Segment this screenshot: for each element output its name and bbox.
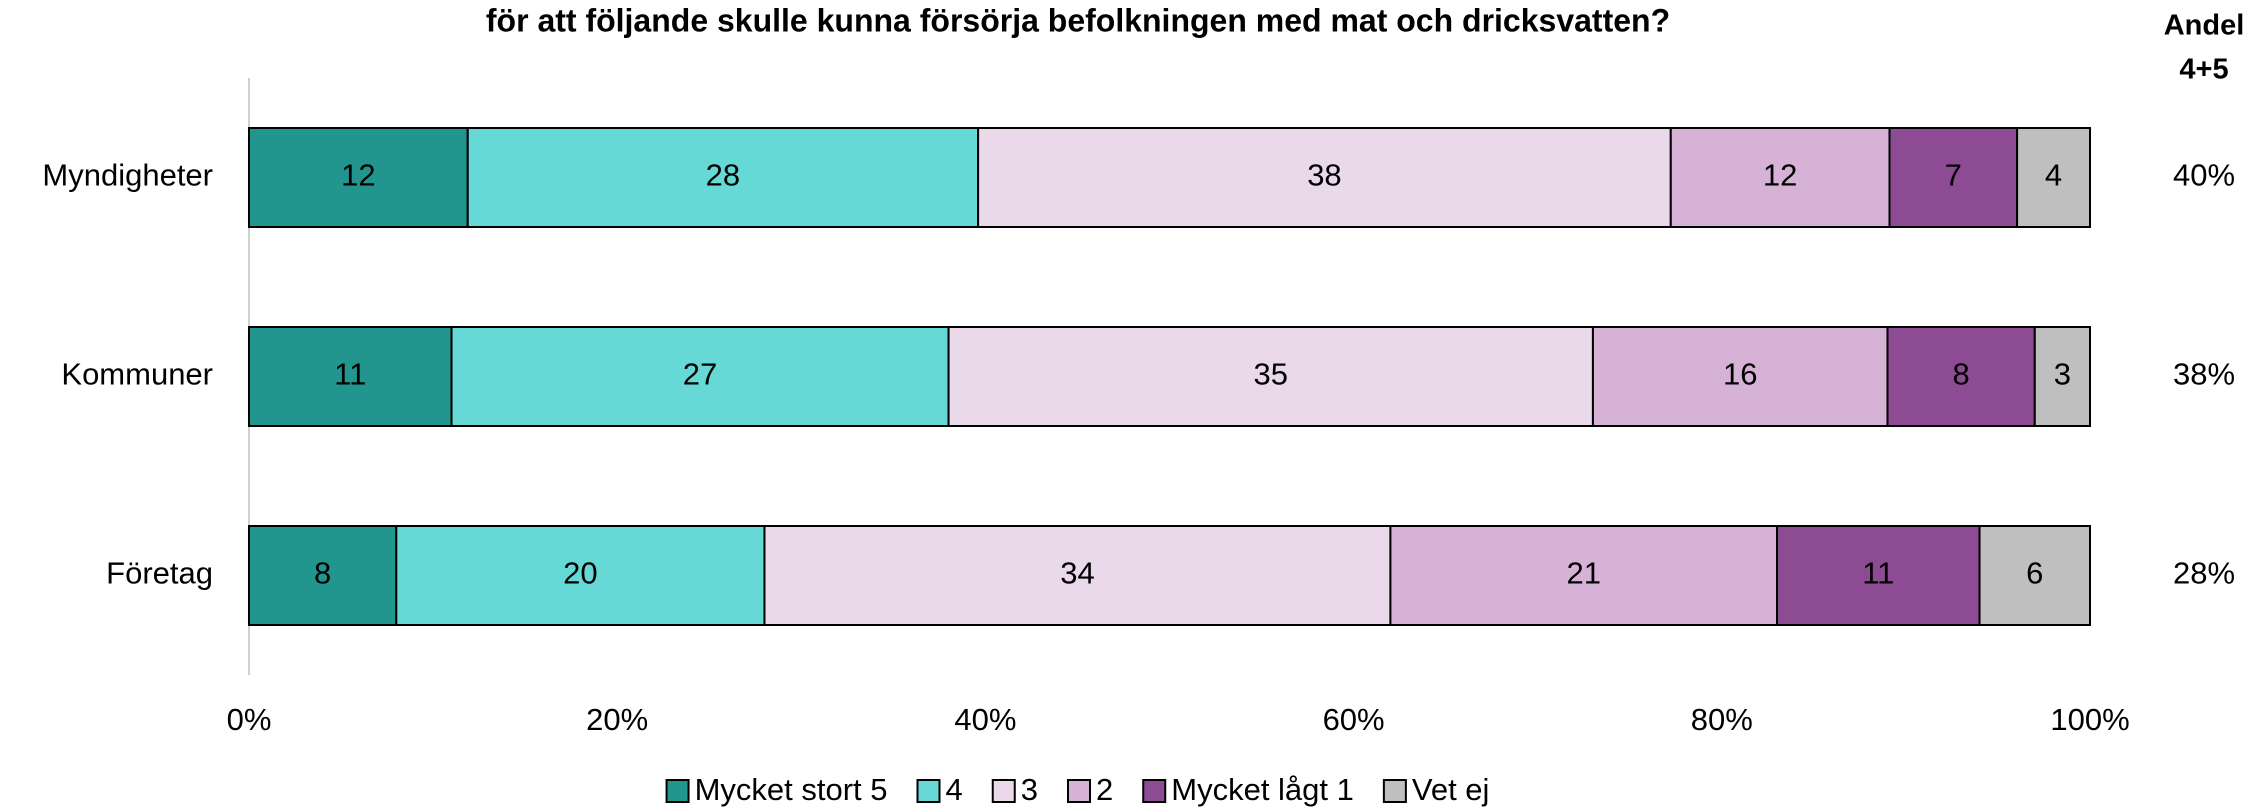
data-label: 38: [1307, 158, 1341, 193]
legend-label: 2: [1096, 772, 1113, 807]
data-label: 8: [314, 556, 331, 591]
share-label: 40%: [2173, 158, 2235, 193]
legend-swatch: [1067, 779, 1091, 803]
bar-segment: [2033, 326, 2092, 427]
data-label: 35: [1254, 357, 1288, 392]
bar-segment: [395, 525, 766, 626]
legend-label: 4: [946, 772, 963, 807]
data-label: 28: [706, 158, 740, 193]
x-tick-label: 100%: [2050, 702, 2129, 737]
bar-segment: [763, 525, 1392, 626]
bar-segment: [1591, 326, 1889, 427]
legend-swatch: [991, 779, 1016, 803]
bar-segment: [1978, 525, 2092, 626]
bar-segment: [1389, 525, 1779, 626]
share-header: 4+5: [2179, 54, 2228, 86]
bar-segment: [450, 326, 950, 427]
x-tick-label: 20%: [586, 702, 648, 737]
data-label: 12: [341, 158, 375, 193]
data-label: 16: [1723, 357, 1757, 392]
category-label: Företag: [106, 556, 213, 591]
legend-swatch: [1382, 779, 1407, 803]
legend: Mycket stort 5 4 3 2 Mycket lågt 1 Vet ej: [665, 772, 1490, 807]
x-tick-label: 60%: [1323, 702, 1385, 737]
data-label: 7: [1945, 158, 1962, 193]
legend-label: Mycket stort 5: [695, 772, 888, 807]
x-tick-label: 80%: [1691, 702, 1753, 737]
data-label: 21: [1566, 556, 1600, 591]
data-label: 6: [2026, 556, 2043, 591]
data-label: 12: [1763, 158, 1797, 193]
share-label: 38%: [2173, 357, 2235, 392]
legend-swatch: [916, 779, 941, 803]
x-tick-label: 40%: [954, 702, 1016, 737]
data-label: 27: [683, 357, 717, 392]
data-label: 20: [563, 556, 597, 591]
bar-segment: [248, 525, 398, 626]
legend-swatch: [1142, 779, 1167, 803]
category-label: Myndigheter: [42, 158, 213, 193]
category-label: Kommuner: [61, 357, 213, 392]
data-label: 4: [2045, 158, 2062, 193]
data-label: 3: [2054, 357, 2071, 392]
legend-swatch: [665, 779, 690, 803]
bar-segment: [1886, 326, 2036, 427]
share-label: 28%: [2173, 556, 2235, 591]
legend-label: Mycket lågt 1: [1171, 772, 1354, 807]
data-label: 8: [1953, 357, 1970, 392]
legend-label: Vet ej: [1412, 772, 1490, 807]
bar-segment: [977, 127, 1672, 228]
data-label: 11: [1862, 556, 1894, 591]
bar-segment: [2016, 127, 2091, 228]
legend-label: 3: [1021, 772, 1038, 807]
bar-segment: [947, 326, 1594, 427]
share-header: Andel: [2164, 10, 2245, 42]
x-tick-label: 0%: [227, 702, 272, 737]
data-label: 11: [334, 357, 366, 392]
data-label: 34: [1060, 556, 1094, 591]
chart-title: för att följande skulle kunna försörja b…: [486, 2, 1670, 38]
bar-segment: [1776, 525, 1981, 626]
bar-segment: [466, 127, 980, 228]
